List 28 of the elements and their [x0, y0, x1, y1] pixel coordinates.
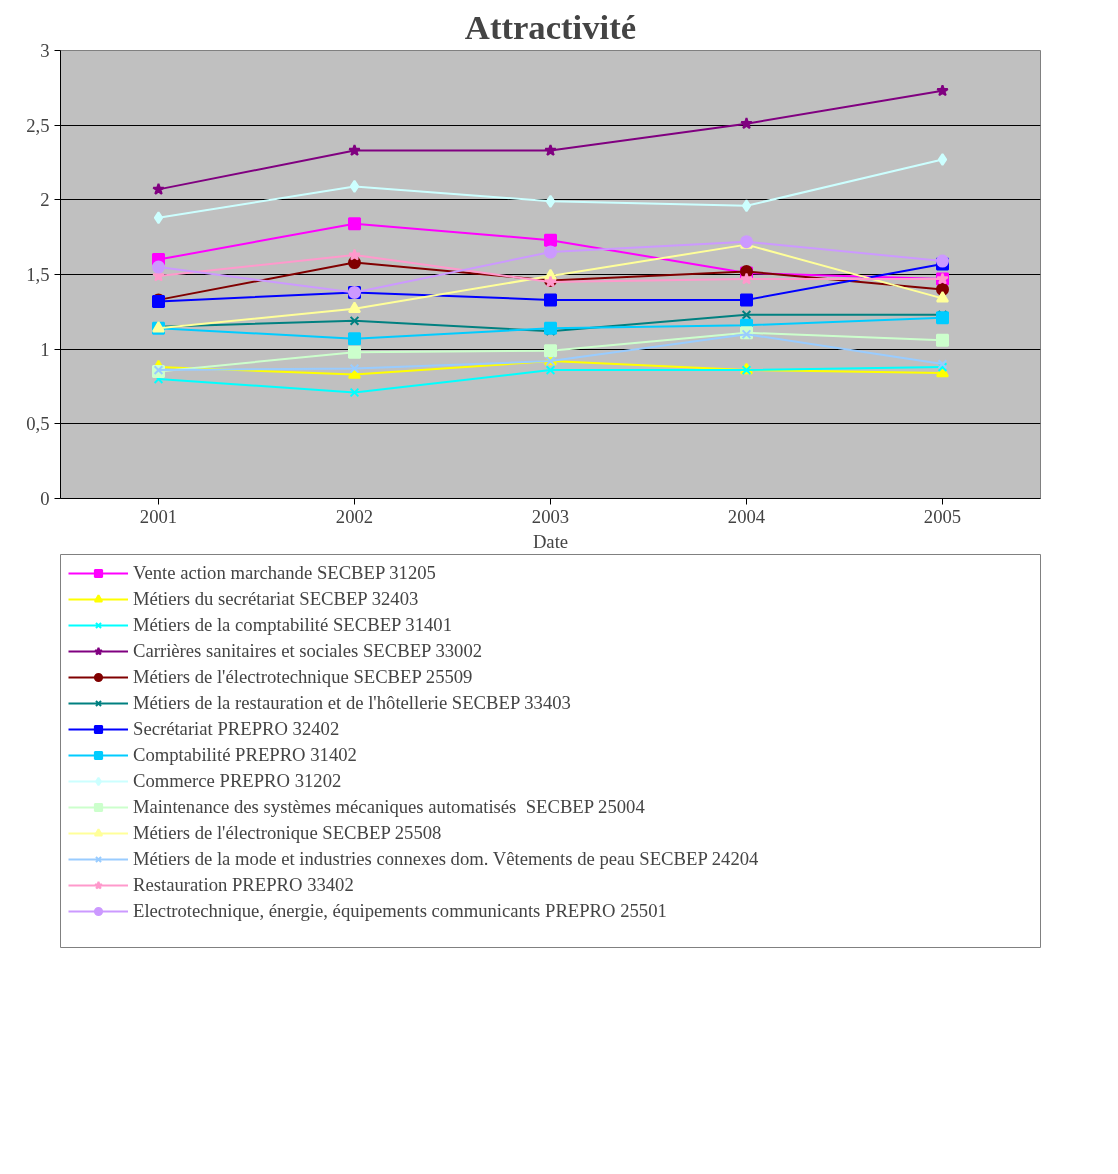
legend-label: Restauration PREPRO 33402	[133, 874, 354, 896]
legend-label: Commerce PREPRO 31202	[133, 770, 342, 792]
y-tick-label: 0	[40, 488, 50, 509]
y-tick-label: 1,5	[26, 264, 50, 285]
legend-label: Métiers de l'électronique SECBEP 25508	[133, 822, 442, 844]
legend-label: Métiers de la mode et industries connexes dom. Vêtements de peau SECBEP 24204	[133, 848, 759, 870]
x-tick-label: 2001	[139, 505, 178, 527]
x-tick-label: 2005	[923, 505, 962, 527]
legend-label: Métiers du secrétariat SECBEP 32403	[133, 588, 419, 610]
legend-label: Métiers de la comptabilité SECBEP 31401	[133, 614, 453, 636]
legend-label: Comptabilité PREPRO 31402	[133, 744, 357, 766]
y-tick-label: 0,5	[26, 413, 50, 435]
legend-label: Vente action marchande SECBEP 31205	[133, 562, 436, 584]
legend-label: Métiers de l'électrotechnique SECBEP 25509	[133, 666, 473, 688]
legend-label: Carrières sanitaires et sociales SECBEP 33002	[133, 640, 483, 662]
x-tick-label: 2003	[531, 505, 570, 527]
y-tick-label: 1	[40, 338, 50, 360]
chart-title: Attractivité	[464, 7, 637, 46]
x-tick-label: 2002	[335, 505, 374, 527]
x-axis-title: Date	[532, 530, 569, 552]
legend-label: Métiers de la restauration et de l'hôtellerie SECBEP 33403	[133, 692, 571, 714]
x-tick-label: 2004	[727, 505, 766, 527]
y-tick-label: 3	[40, 40, 50, 61]
y-tick-label: 2	[40, 189, 50, 211]
legend-label: Secrétariat PREPRO 32402	[133, 718, 340, 740]
legend-label: Maintenance des systèmes mécaniques automatisés SECBEP 25004	[133, 796, 645, 818]
y-tick-label: 2,5	[26, 114, 50, 136]
legend-label: Electrotechnique, énergie, équipements communicants PREPRO 25501	[133, 900, 667, 922]
